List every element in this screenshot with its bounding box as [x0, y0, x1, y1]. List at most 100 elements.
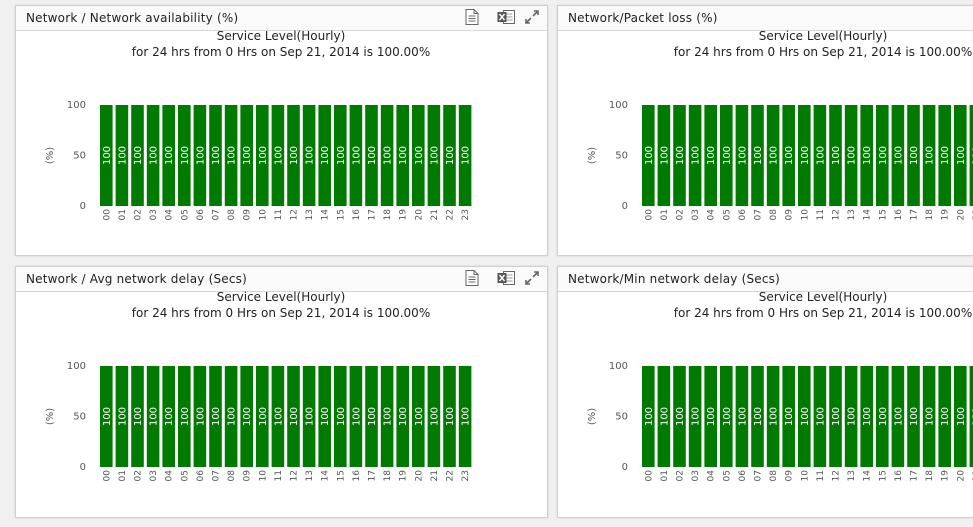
y-tick-label: 100	[67, 361, 86, 372]
bar-data-label: 100	[971, 146, 973, 165]
document-icon[interactable]	[465, 270, 483, 288]
bar	[876, 105, 889, 206]
document-icon[interactable]	[465, 9, 483, 27]
bar-data-label: 100	[971, 407, 973, 426]
x-tick-label: 13	[305, 470, 315, 481]
bar	[115, 105, 129, 206]
bar-data-label: 100	[383, 146, 394, 165]
panel-header: Network/Min network delay (Secs)	[558, 267, 973, 292]
bar-data-label: 100	[878, 146, 889, 165]
panel-title: Network / Network availability (%)	[26, 11, 239, 25]
x-tick-label: 10	[258, 470, 268, 482]
x-tick-label: 06	[738, 470, 748, 482]
expand-icon[interactable]	[525, 9, 543, 27]
bar-data-label: 100	[351, 146, 362, 165]
x-tick-label: 14	[321, 470, 331, 482]
bar	[100, 105, 113, 206]
x-tick-label: 19	[399, 470, 409, 482]
y-axis-label: (%)	[45, 147, 56, 164]
bar	[829, 105, 842, 206]
bar-data-label: 100	[831, 146, 842, 165]
bar-data-label: 100	[769, 146, 780, 165]
bar	[162, 105, 175, 206]
bar	[688, 105, 702, 206]
bar-data-label: 100	[956, 146, 967, 165]
bar	[891, 366, 905, 467]
bar	[131, 366, 144, 467]
bar	[704, 366, 717, 467]
x-tick-label: 14	[863, 209, 873, 221]
bar	[860, 105, 873, 206]
panel-avg-network-delay: Network / Avg network delay (Secs) Servi…	[15, 266, 548, 518]
bar	[907, 105, 920, 206]
x-tick-label: 06	[196, 470, 206, 482]
x-tick-label: 15	[878, 209, 888, 220]
bar-data-label: 100	[320, 146, 331, 165]
x-tick-label: 18	[383, 209, 393, 221]
bar-data-label: 100	[320, 407, 331, 426]
chart-title: Service Level(Hourly) for 24 hrs from 0 …	[558, 28, 973, 60]
excel-icon[interactable]	[497, 270, 515, 288]
y-tick-label: 0	[622, 201, 628, 212]
bar	[349, 105, 363, 206]
x-tick-label: 15	[336, 470, 346, 481]
chart-title-line2: for 24 hrs from 0 Hrs on Sep 21, 2014 is…	[673, 306, 973, 320]
bar	[829, 366, 842, 467]
bar	[271, 366, 285, 467]
bar	[876, 366, 889, 467]
bar	[458, 366, 472, 467]
bar	[938, 366, 951, 467]
x-tick-label: 05	[722, 470, 732, 481]
bar-data-label: 100	[847, 146, 858, 165]
bar-data-label: 100	[383, 407, 394, 426]
x-tick-label: 16	[894, 209, 904, 221]
bar-data-label: 100	[862, 146, 873, 165]
bar	[146, 366, 160, 467]
bar-data-label: 100	[909, 146, 920, 165]
x-tick-label: 23	[461, 209, 471, 220]
x-tick-label: 18	[925, 470, 935, 482]
x-tick-label: 12	[290, 470, 300, 481]
bar-data-label: 100	[117, 407, 128, 426]
bar	[396, 105, 409, 206]
x-tick-label: 00	[644, 209, 654, 221]
bar-data-label: 100	[336, 146, 347, 165]
bar-data-label: 100	[847, 407, 858, 426]
bar	[766, 105, 780, 206]
bar-data-label: 100	[691, 146, 702, 165]
x-tick-label: 11	[816, 470, 826, 481]
bar-data-label: 100	[195, 146, 206, 165]
panel-title: Network / Avg network delay (Secs)	[26, 272, 247, 286]
y-tick-label: 50	[73, 151, 86, 162]
bar-data-label: 100	[180, 146, 191, 165]
x-tick-label: 14	[321, 209, 331, 221]
x-tick-label: 20	[414, 470, 424, 482]
bar-data-label: 100	[289, 407, 300, 426]
bar	[813, 105, 827, 206]
x-tick-label: 11	[274, 209, 284, 220]
bar-chart: (%) 0 50 100 100 00 100 01 100 02 100 03 100 04 100 05 1…	[587, 361, 973, 482]
bar-data-label: 100	[149, 146, 160, 165]
y-axis-label: (%)	[45, 408, 56, 425]
bar	[922, 105, 936, 206]
bar	[240, 366, 253, 467]
bar-data-label: 100	[925, 407, 936, 426]
x-tick-label: 21	[430, 209, 440, 220]
excel-icon[interactable]	[497, 9, 515, 27]
bar-data-label: 100	[180, 407, 191, 426]
x-tick-label: 22	[446, 209, 456, 220]
x-tick-label: 04	[165, 470, 175, 482]
bar	[673, 366, 686, 467]
expand-icon[interactable]	[525, 270, 543, 288]
x-tick-label: 03	[691, 209, 701, 220]
x-tick-label: 19	[941, 209, 951, 221]
bar-data-label: 100	[644, 146, 655, 165]
bar	[427, 105, 441, 206]
bar-data-label: 100	[862, 407, 873, 426]
bar	[334, 366, 347, 467]
x-tick-label: 03	[149, 209, 159, 220]
bar-data-label: 100	[815, 407, 826, 426]
bar	[860, 366, 873, 467]
bar-data-label: 100	[659, 146, 670, 165]
bar-data-label: 100	[800, 146, 811, 165]
